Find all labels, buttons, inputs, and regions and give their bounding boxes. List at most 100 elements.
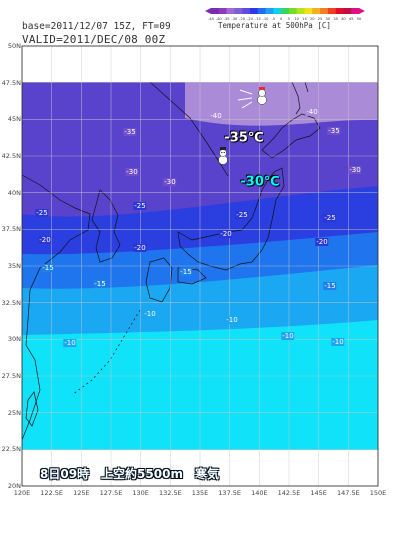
contour-label-m40-b: -40	[305, 108, 319, 116]
longitude-label: 125E	[73, 489, 90, 497]
longitude-label: 135E	[191, 489, 209, 497]
latitude-label: 45N	[7, 115, 21, 124]
map-caption: 8日09時 上空約5500m 寒気	[40, 467, 219, 481]
legend-swatch	[304, 8, 313, 14]
latitude-label: 27.5N	[1, 372, 21, 380]
legend-swatch	[320, 8, 329, 14]
legend-tick-label: 25	[318, 17, 323, 21]
legend-arrow-right	[359, 8, 365, 14]
contour-label-m40-a: -40	[209, 112, 223, 120]
longitude-label: 130E	[132, 489, 149, 497]
temperature-bands	[22, 46, 378, 486]
legend-swatch	[249, 8, 259, 14]
longitude-label: 127.5E	[99, 489, 123, 497]
contour-label-m35-a: -35	[123, 128, 137, 136]
legend-swatch	[288, 8, 297, 14]
legend-swatch	[296, 8, 305, 14]
latitude-label: 25N	[7, 408, 21, 417]
latitude-label: 35N	[7, 262, 21, 270]
coastline-korea	[91, 189, 121, 263]
legend-tick-label: 35	[333, 17, 338, 21]
legend-tick-label: -35	[224, 17, 230, 21]
legend-tick-label: -40	[216, 17, 223, 21]
snowman-icon	[218, 147, 228, 165]
longitude-label: 122.5E	[40, 489, 64, 497]
legend-tick-label: 40	[341, 17, 346, 21]
coastline-sakhalin	[291, 81, 309, 115]
valid-time-text: VALID=2011/DEC/08 00Z	[22, 33, 166, 46]
latitude-label: 42.5N	[1, 152, 21, 160]
contour-label-m25-d: -25	[323, 214, 337, 222]
legend-tick-label: 5	[288, 17, 290, 21]
longitude-label: 140E	[251, 489, 268, 497]
longitude-label: 120E	[13, 489, 31, 497]
contour-label-m15-b: -15	[93, 280, 107, 288]
contour-label-m35-b: -35	[327, 127, 341, 135]
legend-swatch	[281, 8, 290, 14]
legend-tick-label: -30	[231, 17, 238, 21]
legend-swatch	[242, 8, 251, 14]
latitude-label: 50N	[7, 42, 21, 50]
longitude-label: 142.5E	[277, 489, 301, 497]
legend-tick-label: 10	[294, 17, 299, 21]
legend-tick-label: -5	[272, 17, 276, 21]
contour-label-m10-d: -10	[331, 338, 345, 346]
longitude-label: 145E	[310, 489, 327, 497]
legend-swatch	[234, 8, 243, 14]
latitude-label: 22.5N	[1, 445, 21, 454]
legend-swatch	[273, 8, 282, 14]
legend-swatch	[218, 8, 227, 14]
contour-label-m30-a: -30	[125, 168, 139, 176]
contour-label-m30-b: -30	[163, 178, 177, 186]
coastline-hokkaido	[261, 113, 321, 159]
contour-label-m10-c: -10	[281, 332, 295, 340]
snowman-wind-icon	[237, 87, 267, 109]
legend-tick-label: 50	[357, 17, 362, 21]
contour-label-m15-a: -15	[41, 264, 55, 272]
legend-swatch	[265, 8, 274, 14]
contour-label-m25-a: -25	[35, 209, 49, 217]
base-time-text: base=2011/12/07 15Z, FT=09	[22, 21, 171, 32]
legend-swatch	[312, 8, 321, 14]
contour-label-m20-c: -20	[219, 230, 233, 238]
legend-tick-label: 0	[280, 17, 283, 21]
coastline-shikoku	[177, 267, 207, 285]
contour-label-m30-c: -30	[348, 166, 362, 174]
legend-swatch	[226, 8, 235, 14]
latitude-label: 20N	[7, 482, 21, 490]
legend-tick-label: 20	[310, 17, 315, 21]
legend-tick-label: -20	[247, 17, 254, 21]
legend-swatch	[211, 8, 220, 14]
longitude-label: 147.5E	[336, 489, 360, 497]
coastline-china	[22, 174, 91, 441]
contour-label-m10-b: -10	[225, 316, 239, 324]
coastline-taiwan	[25, 391, 39, 427]
contour-label-m10-e: -10	[63, 339, 77, 347]
latitude-label: 40N	[7, 188, 21, 197]
contour-label-m25-c: -25	[235, 211, 249, 219]
longitude-label: 150E	[369, 489, 387, 497]
longitude-label: 132.5E	[158, 489, 182, 497]
coastline-kyushu	[145, 257, 173, 303]
legend-tick-label: -10	[263, 17, 270, 21]
contour-label-m25-b: -25	[133, 202, 147, 210]
legend-tick-label: -25	[239, 17, 245, 21]
latitude-label: 30N	[7, 335, 21, 344]
legend-arrow-left	[205, 8, 211, 14]
legend-title: Temperature at 500hPa [C]	[218, 21, 331, 30]
legend-swatch	[351, 8, 360, 14]
contour-label-m10-a: -10	[143, 310, 157, 318]
legend-tick-label: -15	[255, 17, 261, 21]
coastline-honshu	[177, 167, 285, 271]
legend-swatch	[257, 8, 266, 14]
latitude-label: 47.5N	[1, 78, 21, 87]
latitude-label: 32.5N	[1, 298, 21, 307]
annotation-minus35: -35℃	[224, 130, 264, 146]
contour-label-m20-d: -20	[315, 238, 329, 246]
legend-tick-label: -45	[208, 17, 214, 21]
band-pale-purple	[185, 82, 378, 126]
legend-tick-label: 30	[326, 17, 331, 21]
contour-label-m20-b: -20	[133, 244, 147, 252]
contour-label-m20-a: -20	[38, 236, 52, 244]
